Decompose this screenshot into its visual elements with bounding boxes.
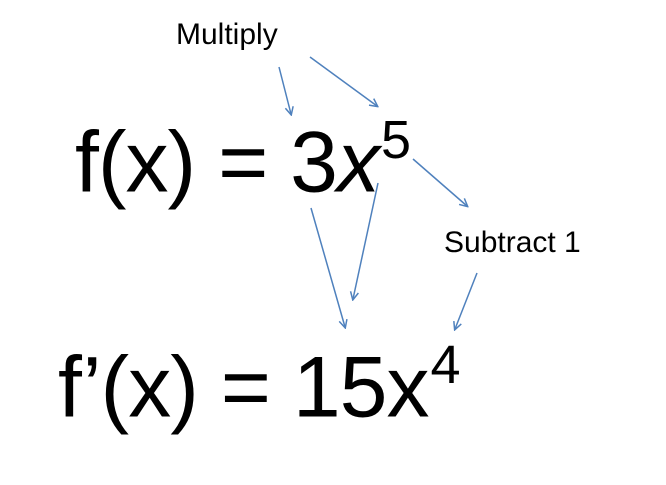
- original-exponent: 5: [381, 110, 411, 170]
- original-function: f(x) = 3x5: [75, 110, 411, 205]
- arrow-exponent-to-subtract: [412, 158, 467, 206]
- original-variable: x: [337, 114, 380, 211]
- arrow-coefficient-to-result: [310, 207, 345, 327]
- subtract-label: Subtract 1: [444, 226, 581, 259]
- multiply-label: Multiply: [176, 18, 278, 51]
- original-lhs: f(x) = 3: [75, 114, 338, 211]
- arrow-multiply-to-exponent: [309, 56, 377, 106]
- arrow-subtract-to-new-exponent: [455, 272, 478, 329]
- derivative-exponent: 4: [430, 335, 461, 395]
- arrow-multiply-to-coefficient: [278, 66, 291, 114]
- derivative-lhs: f’(x) = 15x: [58, 339, 429, 436]
- derivative-function: f’(x) = 15x4: [58, 335, 461, 430]
